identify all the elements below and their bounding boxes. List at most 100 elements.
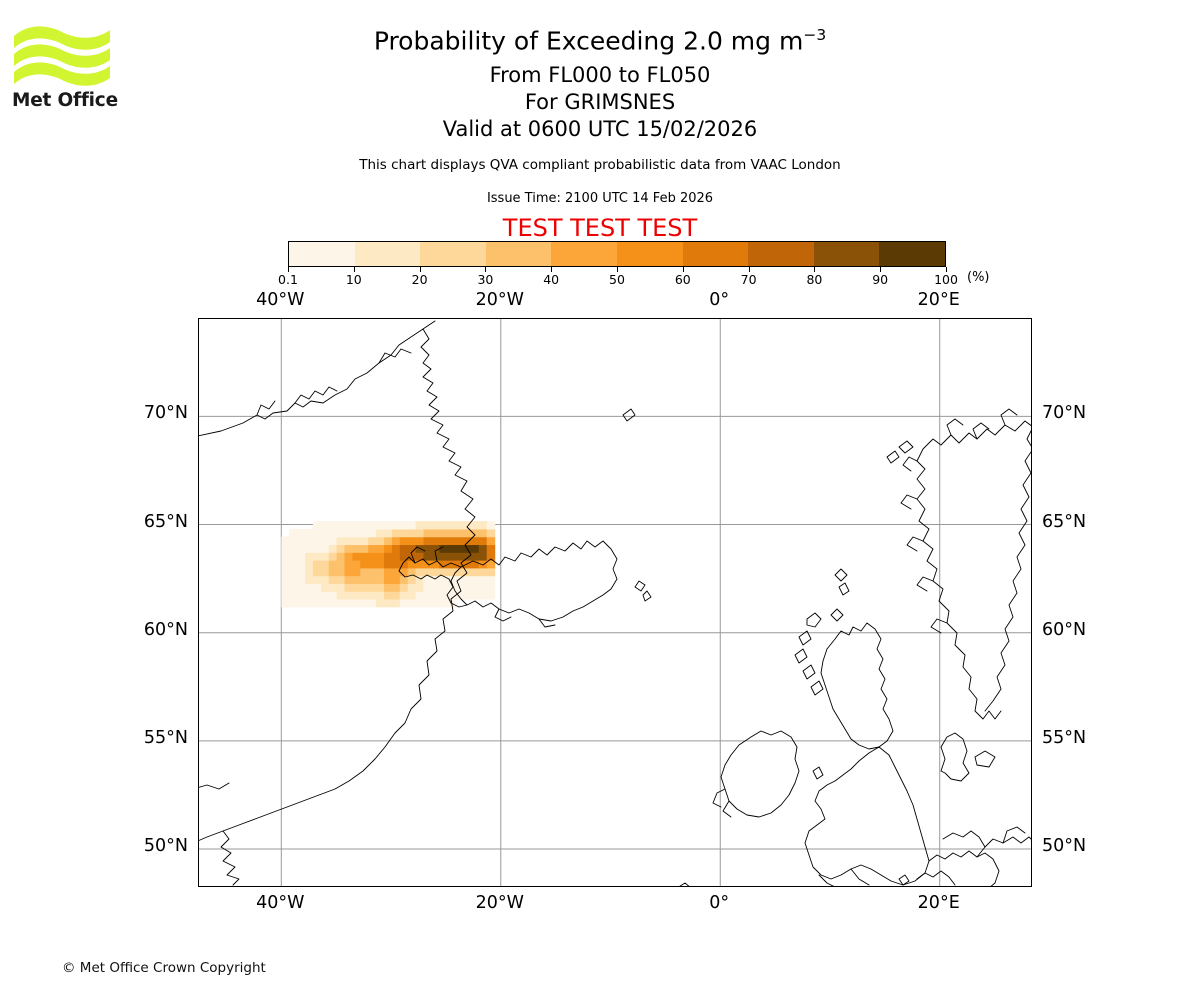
ash-cell — [281, 575, 290, 584]
ash-cell — [447, 560, 456, 569]
ash-cell — [297, 560, 306, 569]
lon-label-top-0°: 0° — [709, 290, 730, 310]
lat-label-left-55°N: 55°N — [143, 727, 188, 748]
ash-cell — [423, 591, 433, 600]
ash-cell — [297, 536, 306, 546]
lat-label-left-70°N: 70°N — [143, 403, 188, 424]
ash-cell — [376, 528, 385, 538]
ash-cell — [297, 552, 306, 561]
ash-cell — [470, 583, 480, 592]
ash-cell — [289, 536, 298, 546]
ash-cell — [439, 560, 448, 569]
ash-cell — [320, 575, 330, 584]
ash-cell — [376, 598, 385, 608]
ash-cell — [344, 521, 354, 530]
probability-colorbar — [288, 241, 946, 267]
lon-label-bottom-0°: 0° — [709, 893, 730, 913]
page-title-exponent: −3 — [803, 26, 827, 44]
ash-cell — [391, 583, 401, 592]
ash-cell — [289, 552, 298, 561]
ash-cell — [336, 560, 346, 569]
ash-cell — [470, 591, 480, 600]
ash-cell — [407, 536, 417, 546]
ash-cell — [368, 544, 377, 553]
ash-cell — [478, 536, 488, 546]
colorbar-bands — [288, 241, 946, 267]
ash-cell — [470, 575, 480, 584]
ash-cell — [376, 567, 385, 577]
ash-cell — [360, 591, 369, 600]
ash-cell — [376, 544, 385, 553]
ash-cell — [415, 521, 425, 530]
ash-cell — [455, 567, 464, 577]
ash-cell — [336, 544, 346, 553]
ash-cell — [384, 528, 393, 538]
ash-cell — [447, 521, 456, 530]
ash-cell — [391, 544, 401, 553]
ash-cell — [360, 536, 369, 546]
lat-label-left-60°N: 60°N — [143, 619, 188, 640]
ash-cell — [368, 560, 377, 569]
ash-cell — [312, 575, 322, 584]
ash-cell — [360, 528, 369, 538]
ash-cell — [470, 521, 480, 530]
ash-cell — [305, 567, 314, 577]
ash-cell — [305, 575, 314, 584]
met-office-logo — [12, 22, 124, 114]
ash-cell — [297, 575, 306, 584]
ash-cell — [368, 521, 377, 530]
lon-label-bottom-40°W: 40°W — [256, 893, 305, 913]
ash-cell — [431, 560, 440, 569]
lat-label-left-65°N: 65°N — [143, 511, 188, 532]
ash-cell — [336, 598, 346, 608]
ash-cell — [336, 567, 346, 577]
ash-cell — [470, 544, 480, 553]
ash-cell — [312, 536, 322, 546]
lon-label-bottom-20°E: 20°E — [917, 893, 960, 913]
colorbar-tickmark — [485, 267, 487, 272]
colorbar-tickmark — [353, 267, 355, 272]
ash-cell — [447, 583, 456, 592]
ash-cell — [352, 560, 361, 569]
ash-cell — [455, 575, 464, 584]
colorbar-tickmark — [551, 267, 553, 272]
ash-cell — [431, 567, 440, 577]
ash-cell — [289, 544, 298, 553]
ash-cell — [344, 567, 354, 577]
ash-cell — [415, 528, 425, 538]
ash-cell — [328, 544, 338, 553]
ash-cell — [305, 583, 314, 592]
colorbar-tick-100: 100 — [934, 272, 958, 287]
lat-label-right-70°N: 70°N — [1042, 403, 1087, 424]
colorbar-tickmark — [682, 267, 684, 272]
ash-cell — [423, 528, 433, 538]
ash-cell — [368, 536, 377, 546]
ash-cell — [415, 598, 425, 608]
colorbar-band-0.1-10 — [289, 242, 355, 266]
ash-cell — [399, 536, 409, 546]
ash-cell — [352, 536, 361, 546]
colorbar-band-40-50 — [551, 242, 617, 266]
ash-cell — [470, 528, 480, 538]
test-banner: TEST TEST TEST — [502, 214, 698, 242]
ash-cell — [431, 544, 440, 553]
ash-cell — [486, 567, 496, 577]
ash-cell — [289, 528, 298, 538]
lat-label-right-65°N: 65°N — [1042, 511, 1087, 532]
ash-cell — [320, 583, 330, 592]
ash-cell — [328, 528, 338, 538]
ash-cell — [478, 544, 488, 553]
colorbar-tick-90: 90 — [872, 272, 889, 287]
colorbar-tick-20: 20 — [411, 272, 428, 287]
ash-cell — [352, 521, 361, 530]
valid-time-subtitle: Valid at 0600 UTC 15/02/2026 — [442, 117, 758, 141]
ash-cell — [368, 528, 377, 538]
ash-cell — [486, 560, 496, 569]
ash-cell — [439, 567, 448, 577]
ash-cell — [423, 583, 433, 592]
ash-cell — [336, 575, 346, 584]
ash-cell — [360, 575, 369, 584]
ash-cell — [336, 591, 346, 600]
ash-cell — [360, 560, 369, 569]
ash-cell — [415, 575, 425, 584]
